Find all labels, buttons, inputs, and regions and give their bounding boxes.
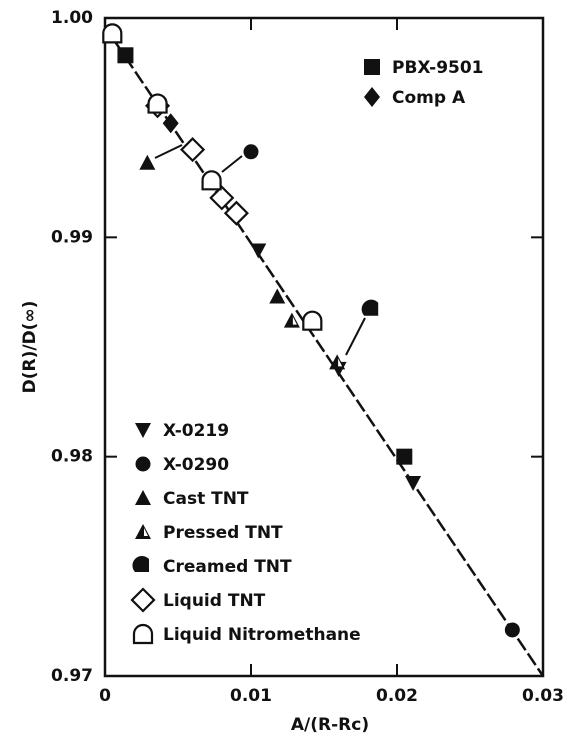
marker — [302, 310, 323, 331]
y-tick-label: 1.00 — [51, 8, 93, 28]
legend-marker — [130, 587, 156, 613]
marker-shape — [292, 316, 297, 325]
marker-shape — [338, 358, 343, 367]
marker — [180, 137, 206, 163]
marker — [223, 200, 249, 226]
legend-marker — [364, 87, 380, 107]
legend-marker — [132, 555, 149, 572]
marker-shape — [180, 137, 206, 163]
plot-frame — [103, 16, 545, 678]
y-tick-label: 0.97 — [51, 666, 93, 686]
legend-marker — [135, 423, 151, 438]
legend-label: Liquid Nitromethane — [163, 625, 361, 645]
marker-shape — [269, 288, 286, 304]
marker-shape — [504, 622, 520, 638]
marker-shape — [162, 113, 179, 134]
marker-shape — [135, 490, 151, 505]
legend-label: Comp A — [392, 88, 466, 108]
marker — [162, 113, 179, 134]
marker-shape — [302, 310, 323, 331]
arrow — [154, 144, 183, 159]
marker — [139, 154, 156, 170]
marker — [117, 47, 134, 64]
legend-marker — [135, 456, 151, 472]
marker-shape — [223, 200, 249, 226]
marker-shape — [144, 528, 148, 536]
marker — [243, 144, 259, 160]
marker — [102, 23, 123, 44]
marker-shape — [139, 154, 156, 170]
marker-shape — [361, 299, 379, 316]
marker — [209, 185, 235, 211]
marker-shape — [135, 423, 151, 438]
legend-label: Pressed TNT — [163, 523, 283, 543]
marker-shape — [130, 587, 156, 613]
marker-shape — [283, 312, 300, 328]
legend-label: Cast TNT — [163, 489, 249, 509]
marker-shape — [201, 170, 222, 191]
legend-label: PBX-9501 — [392, 58, 484, 78]
marker — [269, 288, 286, 304]
arrow — [345, 317, 366, 356]
marker-shape — [117, 47, 134, 64]
marker-shape — [405, 475, 422, 491]
legend-marker — [135, 490, 151, 505]
marker-shape — [132, 555, 149, 572]
fit-line — [103, 26, 545, 677]
marker — [201, 170, 222, 191]
marker — [283, 312, 300, 328]
x-tick-label: 0 — [99, 686, 111, 706]
marker-shape — [364, 87, 380, 107]
legend-label: Liquid TNT — [163, 591, 266, 611]
legend-marker — [132, 623, 154, 645]
marker-shape — [396, 448, 413, 465]
legend-label: X-0290 — [163, 455, 229, 475]
marker — [361, 299, 379, 316]
x-tick-label: 0.03 — [522, 686, 564, 706]
arrow — [221, 155, 243, 173]
legend-marker — [364, 59, 380, 75]
marker-shape — [250, 243, 267, 259]
marker-shape — [209, 185, 235, 211]
marker-shape — [102, 23, 123, 44]
marker-shape — [135, 456, 151, 472]
marker — [147, 93, 168, 114]
x-tick-label: 0.02 — [376, 686, 418, 706]
legend-label: Creamed TNT — [163, 557, 292, 577]
marker — [329, 354, 346, 370]
y-axis-label: D(R)/D(∞) — [20, 301, 40, 394]
x-axis-label: A/(R-Rc) — [291, 715, 369, 735]
marker — [405, 475, 422, 491]
marker-shape — [132, 623, 154, 645]
legend-marker — [135, 524, 151, 539]
annotation-arrows — [154, 144, 366, 356]
marker-shape — [364, 59, 380, 75]
marker-shape — [147, 93, 168, 114]
marker — [504, 622, 520, 638]
marker — [396, 448, 413, 465]
marker-shape — [243, 144, 259, 160]
y-tick-label: 0.98 — [51, 447, 93, 467]
x-tick-label: 0.01 — [230, 686, 272, 706]
marker-shape — [135, 524, 151, 539]
y-tick-label: 0.99 — [51, 227, 93, 247]
legend-label: X-0219 — [163, 421, 229, 441]
marker — [250, 243, 267, 259]
